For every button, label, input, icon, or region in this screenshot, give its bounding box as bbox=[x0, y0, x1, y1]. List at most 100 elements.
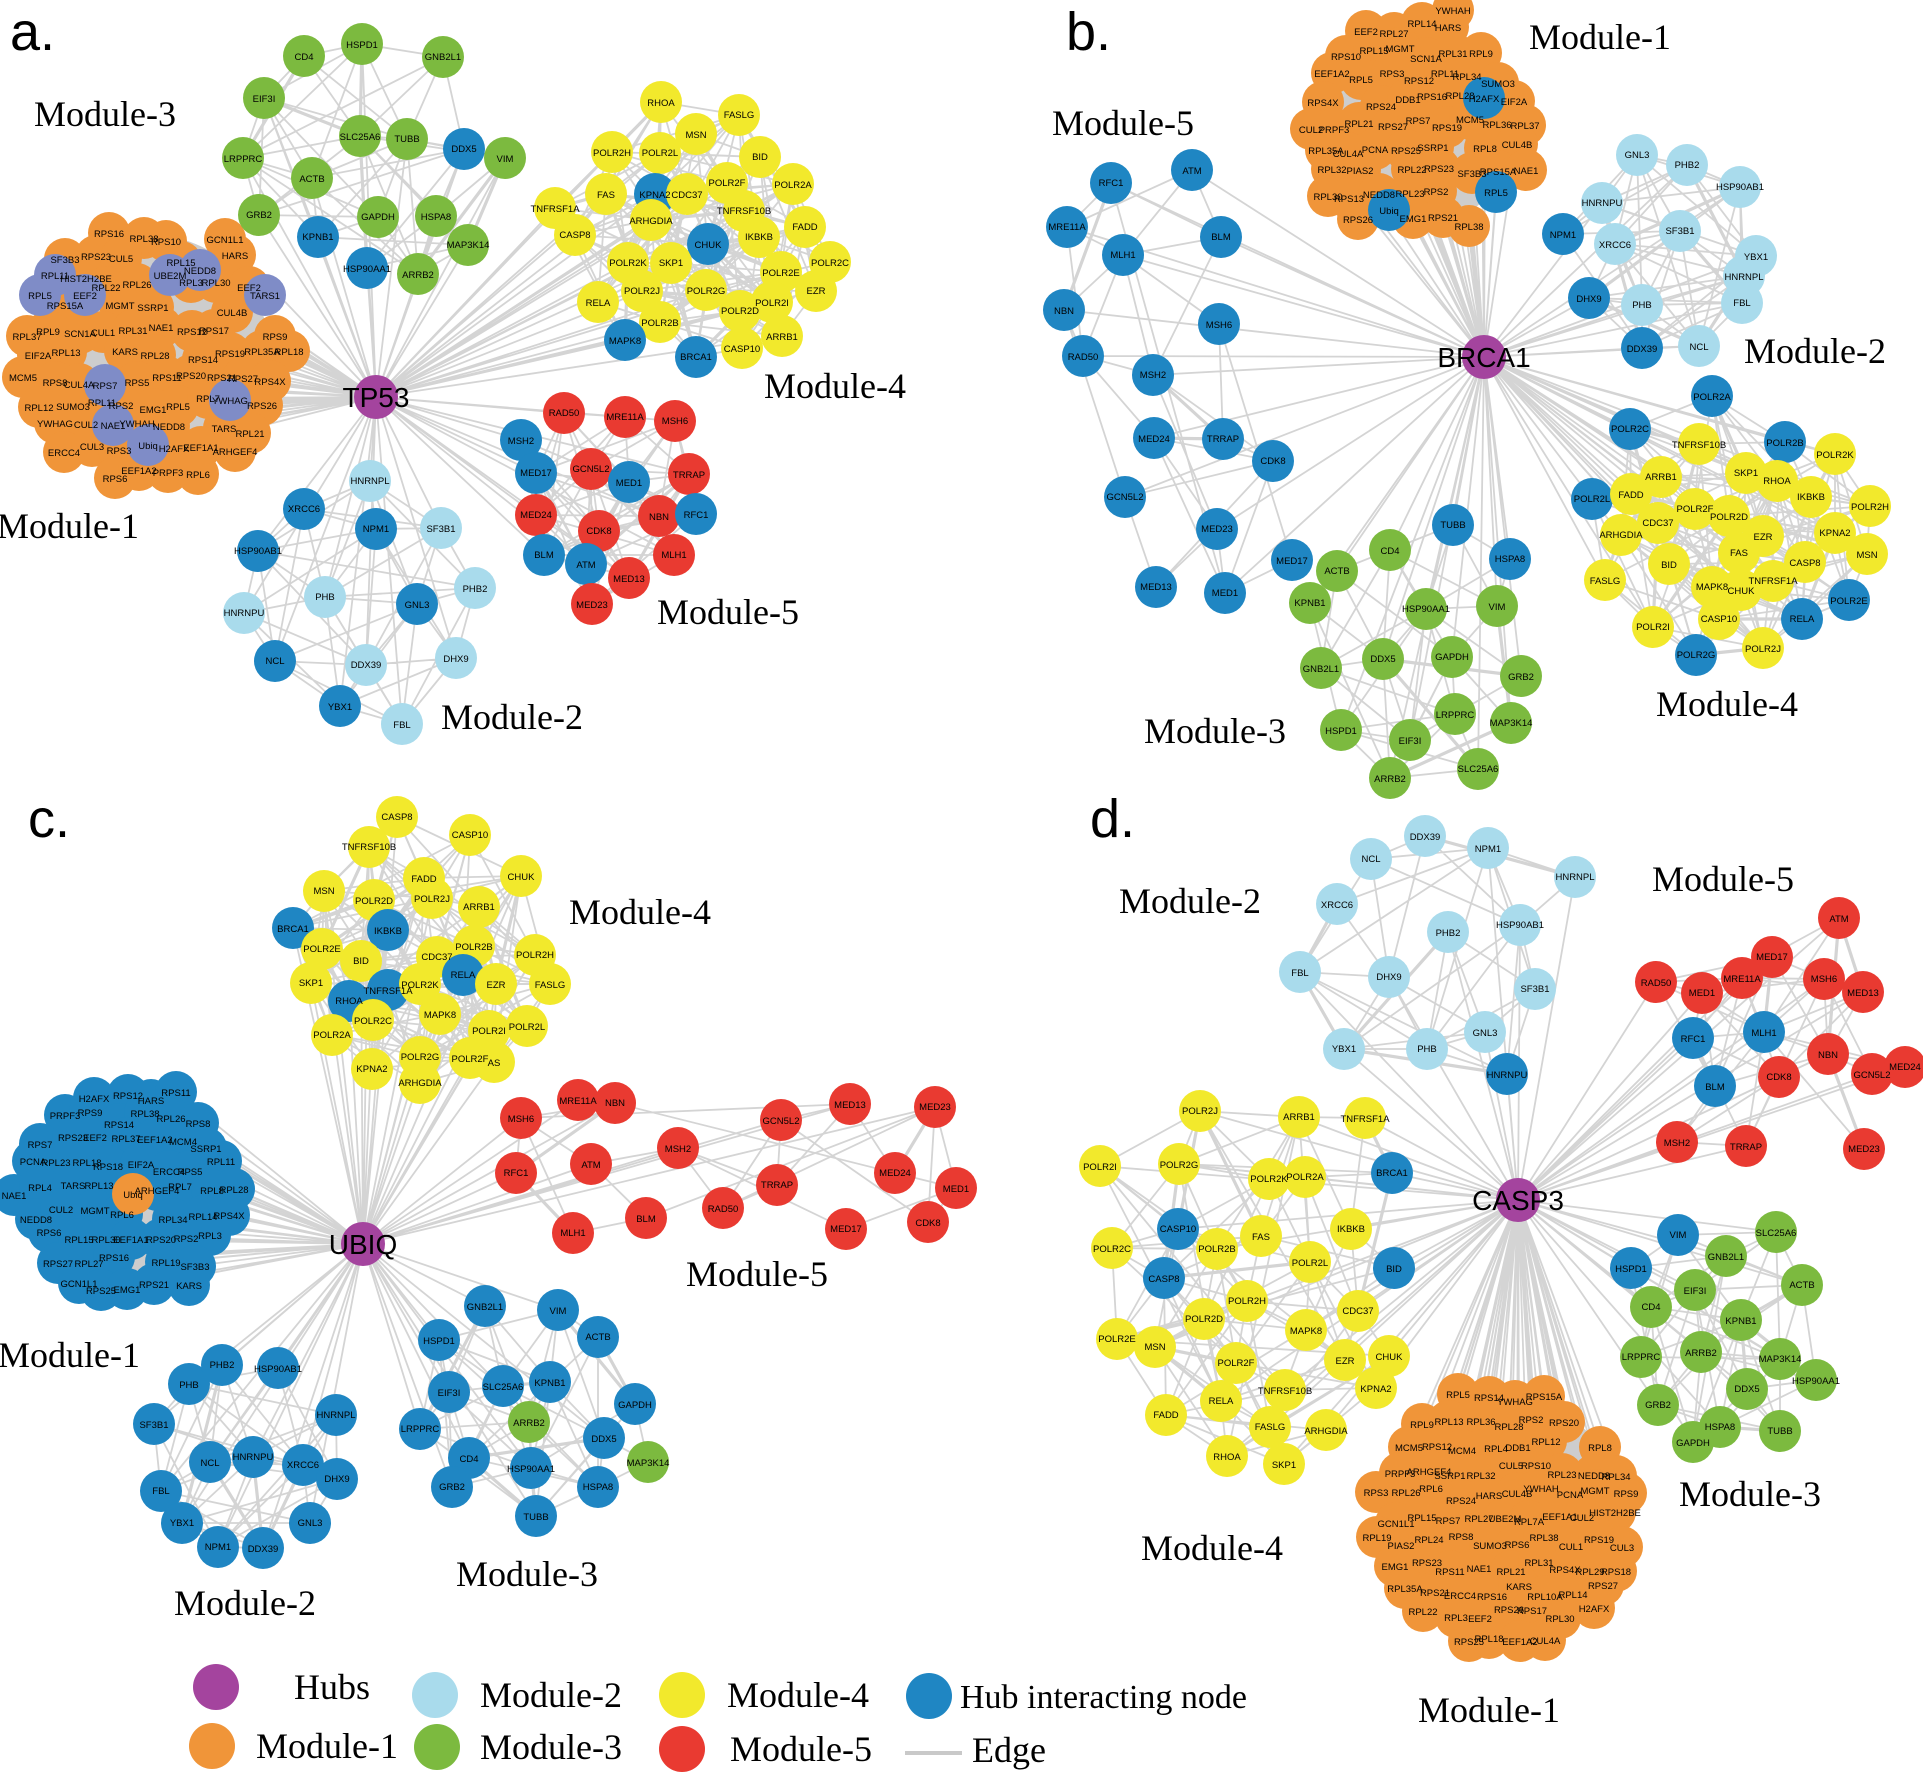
svg-text:HSP90AA1: HSP90AA1 bbox=[507, 1464, 555, 1475]
svg-text:ARHGEF4: ARHGEF4 bbox=[213, 447, 258, 458]
svg-text:TUBB: TUBB bbox=[394, 134, 419, 145]
svg-text:TNFRSF10B: TNFRSF10B bbox=[1672, 440, 1726, 451]
svg-text:RELA: RELA bbox=[1209, 1396, 1234, 1407]
svg-text:RPS27: RPS27 bbox=[228, 374, 258, 385]
svg-text:RPS2: RPS2 bbox=[174, 1234, 199, 1245]
svg-text:MLH1: MLH1 bbox=[1110, 250, 1135, 261]
svg-text:NBN: NBN bbox=[605, 1098, 625, 1109]
svg-text:RPS4X: RPS4X bbox=[213, 1211, 245, 1222]
svg-text:RPL23: RPL23 bbox=[1547, 1470, 1576, 1481]
svg-text:SF3B3: SF3B3 bbox=[1457, 169, 1486, 180]
svg-text:TRRAP: TRRAP bbox=[1207, 434, 1239, 445]
svg-text:EEF1A2: EEF1A2 bbox=[121, 466, 156, 477]
svg-text:RPL12: RPL12 bbox=[24, 403, 53, 414]
svg-text:HNRNPL: HNRNPL bbox=[1724, 272, 1763, 283]
svg-text:EEF2: EEF2 bbox=[237, 283, 261, 294]
svg-text:SF3B3: SF3B3 bbox=[50, 255, 79, 266]
svg-text:MED24: MED24 bbox=[879, 1168, 911, 1179]
svg-text:RPL37: RPL37 bbox=[111, 1134, 140, 1145]
svg-text:EIF3I: EIF3I bbox=[1684, 1286, 1707, 1297]
svg-text:RPS25: RPS25 bbox=[1391, 146, 1421, 157]
svg-text:XRCC6: XRCC6 bbox=[1321, 900, 1353, 911]
svg-text:UBE2M: UBE2M bbox=[154, 271, 187, 282]
svg-text:Module-4: Module-4 bbox=[1656, 684, 1798, 724]
svg-text:KPNA2: KPNA2 bbox=[356, 1064, 387, 1075]
svg-text:RPS23: RPS23 bbox=[1412, 1558, 1442, 1569]
svg-text:MAPK8: MAPK8 bbox=[424, 1010, 456, 1021]
svg-text:RPL26: RPL26 bbox=[122, 280, 151, 291]
svg-text:PRPF3: PRPF3 bbox=[50, 1111, 81, 1122]
svg-text:NBN: NBN bbox=[1818, 1050, 1838, 1061]
svg-text:Module-1: Module-1 bbox=[256, 1726, 398, 1766]
svg-text:HSP90AA1: HSP90AA1 bbox=[343, 264, 391, 275]
svg-text:HSPD1: HSPD1 bbox=[423, 1336, 455, 1347]
svg-text:GNB2L1: GNB2L1 bbox=[1708, 1252, 1744, 1263]
svg-text:RPS20: RPS20 bbox=[146, 1235, 176, 1246]
svg-text:Hub interacting node: Hub interacting node bbox=[960, 1679, 1247, 1716]
svg-text:MCM5: MCM5 bbox=[9, 373, 37, 384]
svg-text:CUL1: CUL1 bbox=[91, 328, 115, 339]
svg-text:MAPK8: MAPK8 bbox=[1696, 582, 1728, 593]
svg-text:NEDD8: NEDD8 bbox=[153, 422, 185, 433]
svg-text:KARS: KARS bbox=[176, 1281, 202, 1292]
svg-text:ACTB: ACTB bbox=[585, 1332, 610, 1343]
svg-text:RPL18: RPL18 bbox=[1474, 1634, 1503, 1645]
svg-text:CUL4A: CUL4A bbox=[1333, 149, 1364, 160]
svg-text:Edge: Edge bbox=[972, 1730, 1046, 1770]
svg-text:DDX5: DDX5 bbox=[451, 144, 476, 155]
svg-text:RAD50: RAD50 bbox=[708, 1204, 739, 1215]
svg-text:RPL30: RPL30 bbox=[1545, 1614, 1574, 1625]
svg-text:RPS27: RPS27 bbox=[1588, 1581, 1618, 1592]
svg-text:MGMT: MGMT bbox=[105, 301, 134, 312]
svg-text:NCL: NCL bbox=[200, 1458, 219, 1469]
svg-text:NEDD8: NEDD8 bbox=[1363, 190, 1395, 201]
svg-text:CDK8: CDK8 bbox=[1260, 456, 1285, 467]
svg-text:Module-2: Module-2 bbox=[1744, 331, 1886, 371]
svg-text:SCN1A: SCN1A bbox=[64, 329, 96, 340]
svg-text:RPS10: RPS10 bbox=[1331, 52, 1361, 63]
svg-text:YWHAH: YWHAH bbox=[119, 419, 155, 430]
svg-text:MSH2: MSH2 bbox=[508, 436, 534, 447]
svg-text:RPL31: RPL31 bbox=[118, 326, 147, 337]
svg-text:Module-3: Module-3 bbox=[456, 1554, 598, 1594]
svg-text:FASLG: FASLG bbox=[535, 980, 566, 991]
svg-text:RPL14: RPL14 bbox=[1407, 19, 1436, 30]
svg-text:DHX9: DHX9 bbox=[324, 1474, 349, 1485]
svg-text:RPS9: RPS9 bbox=[78, 1108, 103, 1119]
svg-text:CASP8: CASP8 bbox=[1148, 1274, 1179, 1285]
svg-text:Module-5: Module-5 bbox=[1652, 859, 1794, 899]
svg-text:POLR2H: POLR2H bbox=[516, 950, 554, 961]
svg-text:RPS3: RPS3 bbox=[1364, 1488, 1389, 1499]
svg-text:EEF2: EEF2 bbox=[73, 291, 97, 302]
svg-text:RPL5: RPL5 bbox=[166, 402, 190, 413]
svg-text:CDK8: CDK8 bbox=[1766, 1072, 1791, 1083]
svg-text:c.: c. bbox=[28, 789, 70, 849]
svg-text:TARS: TARS bbox=[212, 424, 237, 435]
svg-text:RPL3: RPL3 bbox=[1444, 1613, 1468, 1624]
svg-text:RPS23: RPS23 bbox=[81, 252, 111, 263]
svg-text:SSRP1: SSRP1 bbox=[1434, 1471, 1465, 1482]
svg-text:MED17: MED17 bbox=[830, 1224, 862, 1235]
svg-text:RPL34: RPL34 bbox=[1452, 72, 1481, 83]
svg-text:RPS16: RPS16 bbox=[1477, 1592, 1507, 1603]
svg-text:XRCC6: XRCC6 bbox=[287, 1460, 319, 1471]
svg-text:RPL8: RPL8 bbox=[1588, 1443, 1612, 1454]
svg-text:RPL9: RPL9 bbox=[36, 327, 60, 338]
svg-text:HSP90AB1: HSP90AB1 bbox=[234, 546, 282, 557]
svg-text:RPL29: RPL29 bbox=[1575, 1567, 1604, 1578]
svg-text:CUL2: CUL2 bbox=[1570, 1513, 1594, 1524]
svg-text:RELA: RELA bbox=[451, 970, 476, 981]
svg-text:POLR2K: POLR2K bbox=[1816, 450, 1854, 461]
svg-text:TNFRSF10B: TNFRSF10B bbox=[342, 842, 396, 853]
svg-text:TRRAP: TRRAP bbox=[761, 1180, 793, 1191]
svg-text:HSPD1: HSPD1 bbox=[1615, 1264, 1647, 1275]
svg-text:ARRB1: ARRB1 bbox=[1645, 472, 1677, 483]
svg-text:MED13: MED13 bbox=[613, 574, 645, 585]
svg-text:DDX5: DDX5 bbox=[591, 1434, 616, 1445]
svg-text:DHX9: DHX9 bbox=[443, 654, 468, 665]
svg-text:DHX9: DHX9 bbox=[1376, 972, 1401, 983]
svg-text:RPS18: RPS18 bbox=[93, 1162, 123, 1173]
svg-text:RPL11: RPL11 bbox=[88, 398, 116, 409]
svg-text:PHB: PHB bbox=[1632, 300, 1652, 311]
svg-text:POLR2L: POLR2L bbox=[1292, 1258, 1328, 1269]
